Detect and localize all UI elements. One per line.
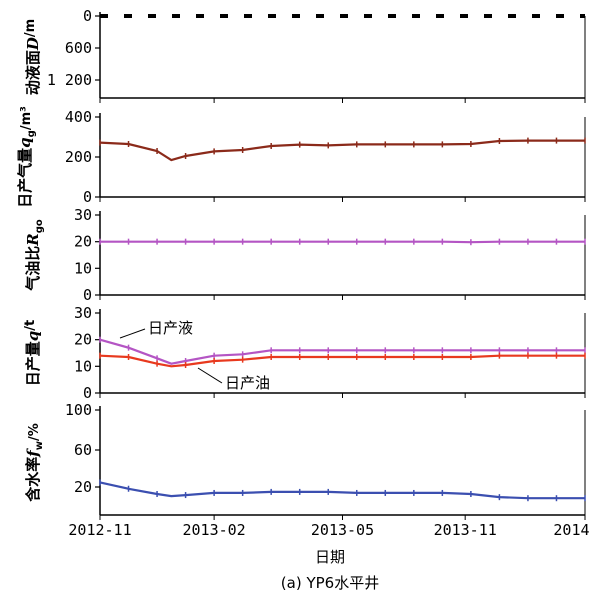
y-axis-title: 气油比Rgo: [24, 219, 45, 292]
x-tick-label: 2014-02: [553, 521, 591, 539]
y-tick-label: 10: [74, 357, 92, 375]
y-axis-title-part: 动液面: [24, 50, 42, 95]
y-tick-label: 0: [83, 188, 92, 206]
y-axis-title-part: 气油比: [24, 246, 42, 292]
x-tick-label: 2012-11: [68, 521, 131, 539]
series-line-1: [99, 338, 585, 365]
y-tick-label: 200: [65, 148, 92, 166]
y-tick-label: 20: [74, 233, 92, 251]
y-axis-title-part: 含水率: [24, 457, 42, 502]
y-tick-label: 20: [74, 478, 92, 496]
y-tick-label: 1 200: [47, 71, 92, 89]
y-axis-title-part: /m: [23, 19, 38, 37]
y-axis-title-part: go: [34, 219, 45, 233]
x-axis-title: 日期: [315, 548, 345, 566]
figure-caption: (a) YP6水平井: [281, 574, 379, 592]
y-axis-title-part: g: [26, 130, 37, 137]
y-tick-label: 0: [83, 7, 92, 25]
y-axis-title: 含水率fw/%: [24, 423, 45, 502]
x-tick-label: 2013-05: [311, 521, 374, 539]
x-tick-label: 2013-02: [183, 521, 246, 539]
x-tick-label: 2013-11: [434, 521, 497, 539]
y-axis-title-part: R: [24, 233, 42, 246]
y-axis-title: 日产气量qg/m³: [16, 106, 37, 208]
annotation-oil: 日产油: [225, 374, 270, 392]
y-axis-title-part: 日产气量: [16, 148, 34, 208]
series-line-1: [99, 139, 585, 162]
y-tick-label: 0: [83, 286, 92, 304]
y-tick-label: 10: [74, 259, 92, 277]
y-tick-label: 0: [83, 384, 92, 402]
panel-1: 0 600 1 200 动液面D/m: [23, 7, 586, 103]
y-axis-title: 日产量q/t: [23, 320, 42, 386]
y-axis-title-part: q: [24, 331, 42, 342]
annotation-pointer: [119, 328, 146, 339]
y-axis-title-part: w: [34, 441, 45, 450]
y-tick-label: 100: [65, 401, 92, 419]
y-axis-title-part: D: [24, 37, 42, 51]
annotation-pointer: [197, 367, 223, 384]
y-axis-title-part: f: [24, 448, 42, 458]
y-axis-title: 动液面D/m: [23, 19, 42, 95]
series-line-1: [99, 481, 585, 500]
y-axis-title-part: /%: [27, 423, 42, 441]
panel-2: 0 200 400 日产气量qg/m³: [16, 106, 586, 208]
y-axis-title-part: 日产量: [24, 341, 42, 386]
y-tick-label: 30: [74, 304, 92, 322]
y-tick-label: 20: [74, 331, 92, 349]
y-axis-title-part: q: [16, 137, 34, 148]
series-line-2: [99, 354, 585, 368]
y-tick-label: 600: [65, 39, 92, 57]
y-tick-label: 400: [65, 108, 92, 126]
panel-3: 0 10 20 30 气油比Rgo: [24, 206, 586, 304]
panel-5: 20 60 100 含水率fw/%: [24, 401, 586, 520]
y-tick-label: 30: [74, 206, 92, 224]
series-line-1: [100, 240, 585, 244]
y-tick-label: 60: [74, 441, 92, 459]
y-axis-title-part: /t: [23, 320, 38, 331]
annotation-liquid: 日产液: [148, 319, 193, 337]
y-axis-title-part: /m³: [19, 106, 34, 130]
